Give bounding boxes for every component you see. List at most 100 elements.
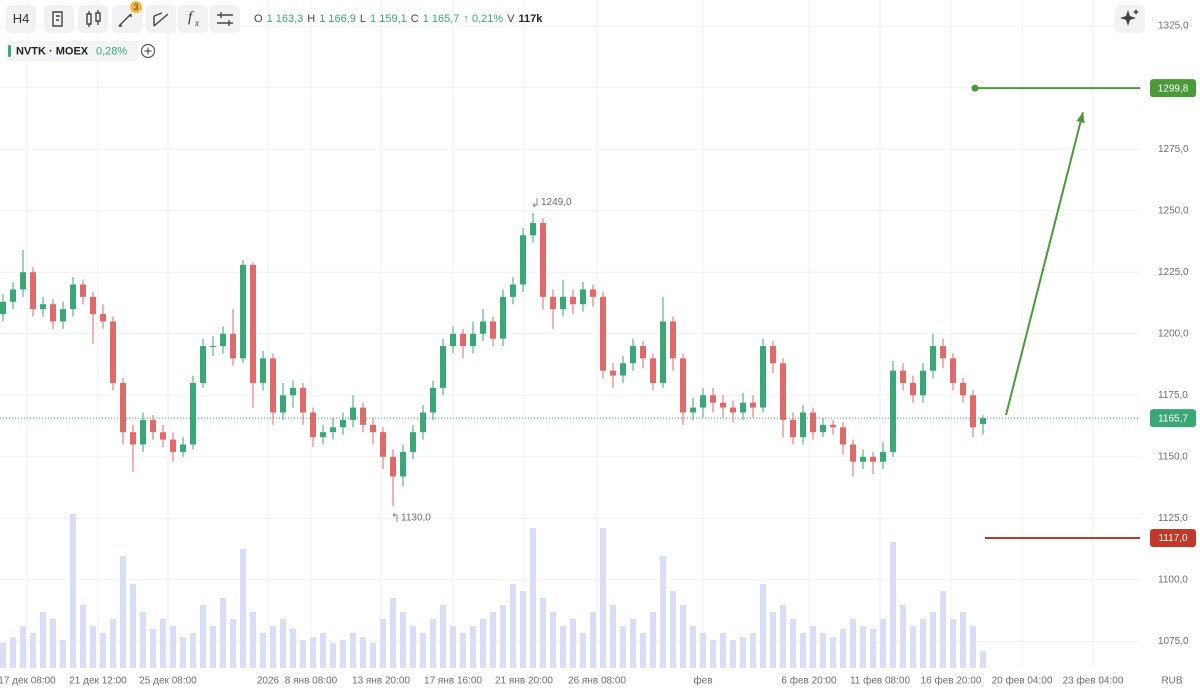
volume-bar: [450, 626, 456, 668]
candle-body: [920, 370, 926, 396]
candle-body: [960, 382, 966, 396]
header-text: ↑ 0,21%: [463, 13, 503, 25]
symbol-change: 0,28%: [96, 45, 127, 57]
axes: 1075,0 1100,0 1125,0 1150,0 1175,0 1200,0 1225…: [0, 21, 1196, 687]
volume-bar: [830, 637, 836, 668]
volume-bar: [340, 640, 346, 668]
candle-body: [80, 284, 86, 297]
volume-bar: [400, 612, 406, 668]
candle-body: [10, 289, 16, 302]
y-tick-label: 1200,0: [1158, 328, 1189, 339]
volume-bar: [10, 637, 16, 668]
price-tag-label: 1165,7: [1158, 413, 1188, 424]
candle-body: [130, 432, 136, 445]
candle-body: [910, 382, 916, 396]
x-tick-label: 25 дек 08:00: [139, 676, 197, 687]
chart-type-button[interactable]: [78, 5, 108, 33]
function-f: f: [188, 9, 194, 25]
candle-body: [350, 407, 356, 420]
function-button[interactable]: [178, 5, 208, 33]
candle-body: [760, 346, 766, 408]
volume-bar: [310, 637, 316, 668]
add-symbol-button[interactable]: [140, 43, 156, 59]
annotation-arrow: [392, 512, 398, 523]
volume-bar: [490, 612, 496, 668]
candle-body: [0, 301, 6, 315]
ruler-button[interactable]: [146, 5, 176, 33]
x-tick-label: 21 дек 12:00: [69, 676, 127, 687]
candle-body: [890, 370, 896, 452]
volume-bar: [420, 633, 426, 668]
price-tag-label: 1117,0: [1158, 533, 1188, 544]
candle-body: [720, 402, 726, 408]
volume-bar: [810, 626, 816, 668]
y-tick-label: 1150,0: [1158, 451, 1188, 462]
volume-bar: [280, 619, 286, 668]
candle-body: [580, 289, 586, 305]
candle-body: [110, 321, 116, 383]
candle-icon: [86, 10, 101, 27]
price-tag: [1150, 529, 1196, 548]
volume-bar: [270, 626, 276, 668]
price-tag-label: 1299,8: [1158, 83, 1189, 94]
price-axis-bg: [1140, 0, 1200, 690]
candle-body: [900, 370, 906, 383]
volume-bar: [440, 605, 446, 668]
volume-bar: [980, 651, 986, 668]
settings-button[interactable]: [210, 5, 240, 33]
header-text: O: [254, 13, 263, 25]
volume-bar: [470, 626, 476, 668]
badge-count: 3: [133, 2, 138, 12]
x-tick-label: 17 янв 16:00: [424, 676, 482, 687]
volume-bar: [210, 626, 216, 668]
toolbar: H4 3 f x: [6, 1, 1145, 33]
header-text: 1 163,3: [267, 13, 304, 25]
candle-body: [90, 296, 96, 315]
volume-bar: [30, 633, 36, 668]
volume-bar: [480, 619, 486, 668]
indicator-icon: [52, 11, 63, 27]
volume-bar: [510, 584, 516, 668]
volume-layer: [0, 514, 986, 668]
volume-bar: [860, 626, 866, 668]
candle-body: [340, 419, 346, 428]
volume-bar: [360, 637, 366, 668]
volume-bar: [890, 542, 896, 668]
volume-bar: [760, 584, 766, 668]
candle-body: [170, 439, 176, 452]
volume-bar: [700, 633, 706, 668]
candle-body: [770, 346, 776, 364]
y-tick-label: 1275,0: [1158, 144, 1189, 155]
volume-bar: [740, 637, 746, 668]
candle-body: [970, 395, 976, 428]
x-tick-label: 17 дек 08:00: [0, 676, 56, 687]
volume-bar: [730, 640, 736, 668]
candle-body: [500, 296, 506, 339]
candle-body: [870, 456, 876, 462]
volume-bar: [570, 619, 576, 668]
volume-bar: [650, 612, 656, 668]
volume-bar: [710, 640, 716, 668]
volume-bar: [560, 626, 566, 668]
candle-body: [650, 358, 656, 383]
settings-icon: [217, 12, 233, 26]
x-tick-label: 23 фев 04:00: [1063, 675, 1124, 687]
indicator-button[interactable]: [44, 5, 74, 33]
volume-bar: [130, 584, 136, 668]
volume-bar: [840, 628, 846, 668]
volume-bar: [550, 612, 556, 668]
volume-bar: [380, 619, 386, 668]
volume-bar: [850, 619, 856, 668]
function-x: x: [194, 18, 199, 28]
timeframe-button[interactable]: [6, 5, 36, 33]
candle-body: [190, 382, 196, 445]
volume-bar: [160, 619, 166, 668]
volume-bar: [430, 619, 436, 668]
volume-bar: [150, 628, 156, 668]
volume-bar: [660, 556, 666, 668]
candle-body: [550, 296, 556, 310]
candle-body: [790, 419, 796, 438]
symbol-chip[interactable]: [6, 41, 138, 61]
candle-body: [670, 321, 676, 359]
candle-body: [360, 407, 366, 425]
